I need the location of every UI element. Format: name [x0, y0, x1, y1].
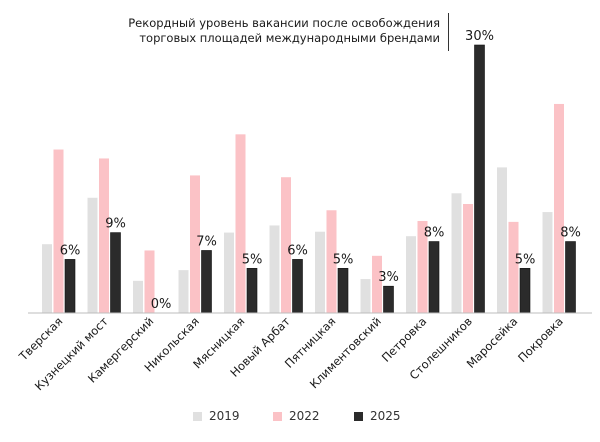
- legend-item-2022: 2022: [273, 409, 320, 423]
- x-tick-label-12: Покровка: [515, 314, 566, 365]
- chart-title-line-1: Рекордный уровень вакансии после освобож…: [128, 16, 440, 30]
- bar-2022-11: [508, 221, 519, 313]
- bar-2025-9: [428, 241, 440, 314]
- bar-2019-11: [497, 167, 507, 313]
- bar-2019-1: [42, 244, 52, 313]
- annotation-divider: [448, 13, 449, 51]
- legend-swatch-2019: [193, 411, 202, 421]
- legend-item-2025: 2025: [354, 409, 401, 423]
- bar-2025-2: [110, 232, 121, 314]
- bar-2019-6: [269, 225, 280, 313]
- bar-2022-9: [417, 220, 428, 313]
- bar-2019-5: [224, 232, 234, 313]
- bar-2022-3: [144, 250, 155, 313]
- value-label-2025-8: 3%: [378, 270, 399, 285]
- bar-2025-6: [292, 259, 303, 314]
- bars-group: [42, 44, 576, 314]
- legend: 2019 2022 2025: [0, 409, 600, 429]
- value-label-2025-12: 8%: [560, 226, 581, 241]
- bar-2019-10: [451, 193, 462, 313]
- value-labels-group: 6% 9% 0% 7% 5% 6% 5% 3% 8% 30% 5% 8%: [60, 29, 581, 312]
- bar-2022-12: [554, 103, 564, 314]
- bar-2019-2: [87, 197, 98, 313]
- bar-2019-4: [178, 270, 189, 313]
- value-label-2025-9: 8%: [424, 226, 445, 241]
- bar-2025-11: [519, 268, 531, 314]
- bar-2022-1: [53, 149, 64, 313]
- bar-2019-12: [542, 212, 553, 313]
- value-label-2025-1: 6%: [60, 243, 81, 258]
- chart-title-line-2: торговых площадей международными брендам…: [139, 31, 440, 45]
- bar-2019-9: [406, 236, 416, 313]
- legend-item-2019: 2019: [193, 409, 240, 423]
- bar-2025-8: [383, 285, 394, 314]
- bar-2025-12: [565, 241, 576, 314]
- bar-2025-4: [201, 250, 212, 314]
- bar-2022-10: [463, 204, 473, 313]
- value-label-2025-5: 5%: [242, 252, 263, 267]
- value-label-2025-4: 7%: [196, 234, 217, 249]
- bar-2025-7: [337, 268, 349, 314]
- legend-swatch-2025: [354, 411, 363, 421]
- bar-2019-7: [315, 231, 325, 313]
- legend-label-2019: 2019: [209, 409, 240, 423]
- bar-2025-1: [64, 259, 76, 314]
- legend-label-2022: 2022: [289, 409, 320, 423]
- bar-2022-8: [372, 255, 382, 313]
- bar-2025-10: [474, 44, 485, 314]
- bar-2022-2: [99, 158, 109, 313]
- bar-2025-5: [246, 268, 258, 314]
- bar-2022-6: [281, 177, 291, 313]
- value-label-2025-2: 9%: [105, 217, 126, 232]
- value-label-2025-10: 30%: [465, 29, 494, 44]
- bar-2019-8: [360, 279, 371, 313]
- bar-2019-3: [133, 280, 143, 313]
- bar-2022-5: [235, 134, 246, 313]
- legend-swatch-2022: [273, 411, 282, 421]
- bar-2022-4: [190, 175, 200, 313]
- chart-title: Рекордный уровень вакансии после освобож…: [60, 16, 440, 46]
- value-label-2025-3: 0%: [151, 297, 172, 312]
- legend-label-2025: 2025: [370, 409, 401, 423]
- value-label-2025-6: 6%: [287, 243, 308, 258]
- bar-2022-7: [326, 210, 337, 313]
- value-label-2025-7: 5%: [333, 252, 354, 267]
- value-label-2025-11: 5%: [515, 252, 536, 267]
